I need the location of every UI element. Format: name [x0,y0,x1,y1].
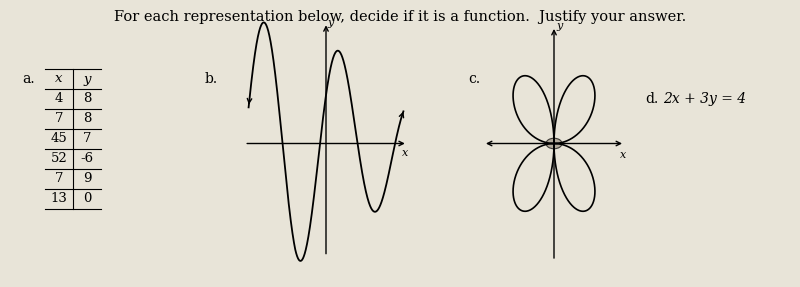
Text: 7: 7 [82,133,91,146]
Text: y: y [327,18,334,28]
Text: d.: d. [645,92,658,106]
Text: 9: 9 [82,172,91,185]
Text: x: x [55,73,62,86]
Text: 0: 0 [83,193,91,205]
Text: x: x [620,150,626,160]
Text: 4: 4 [55,92,63,106]
Text: x: x [402,148,409,158]
Text: For each representation below, decide if it is a function.  Justify your answer.: For each representation below, decide if… [114,10,686,24]
Text: y: y [556,21,562,31]
Text: 7: 7 [54,113,63,125]
Text: c.: c. [468,72,480,86]
Ellipse shape [546,138,562,149]
Text: 8: 8 [83,113,91,125]
Text: a.: a. [22,72,34,86]
Text: 2x + 3y = 4: 2x + 3y = 4 [663,92,746,106]
Text: 13: 13 [50,193,67,205]
Text: b.: b. [205,72,218,86]
Text: 7: 7 [54,172,63,185]
Text: 8: 8 [83,92,91,106]
Text: 45: 45 [50,133,67,146]
Text: y: y [83,73,90,86]
Text: -6: -6 [81,152,94,166]
Text: 52: 52 [50,152,67,166]
